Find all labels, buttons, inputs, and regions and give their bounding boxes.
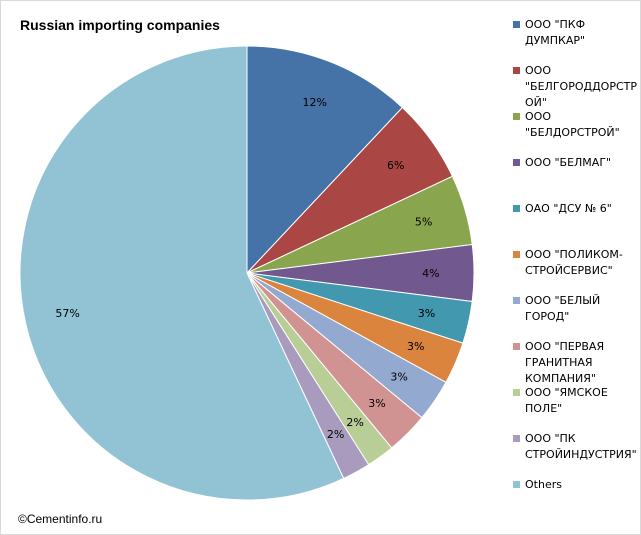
legend-swatch <box>513 67 520 74</box>
copyright-text: ©Cementinfo.ru <box>18 512 103 526</box>
pie-slice-1 <box>246 45 404 275</box>
legend-label: ООО "БЕЛДОРСТРОЙ" <box>525 110 620 139</box>
legend-label: ООО "ЯМСКОЕ ПОЛЕ" <box>525 386 608 415</box>
pie-slice-11 <box>19 45 345 501</box>
chart-title: Russian importing companies <box>20 17 220 33</box>
slice-data-label: 6% <box>387 159 404 172</box>
slice-data-label: 3% <box>368 397 385 410</box>
legend-swatch <box>513 205 520 212</box>
slice-data-label: 5% <box>415 216 432 229</box>
legend-swatch <box>513 113 520 120</box>
slice-data-label: 2% <box>346 416 363 429</box>
legend-label: ООО "БЕЛГОРОДДОРСТР ОЙ" <box>525 64 637 109</box>
legend-label: ООО "ПОЛИКОМ- СТРОЙСЕРВИС" <box>525 248 623 277</box>
slice-data-label: 57% <box>55 307 79 320</box>
legend-label: ООО "БЕЛМАГ" <box>525 156 612 169</box>
legend-swatch <box>513 159 520 166</box>
legend-swatch <box>513 435 520 442</box>
legend-swatch <box>513 343 520 350</box>
legend-label: Others <box>525 478 562 491</box>
legend-label: ООО "ПК СТРОЙИНДУСТРИЯ" <box>525 432 637 461</box>
legend-label: ООО "ПЕРВАЯ ГРАНИТНАЯ КОМПАНИЯ" <box>525 340 605 385</box>
slice-data-label: 3% <box>390 370 407 383</box>
legend-swatch <box>513 297 520 304</box>
legend-label: ООО "БЕЛЫЙ ГОРОД" <box>525 294 601 323</box>
slice-data-label: 4% <box>422 267 439 280</box>
legend-swatch <box>513 389 520 396</box>
legend-label: ООО "ПКФ ДУМПКАР" <box>525 18 586 47</box>
legend: ООО "ПКФ ДУМПКАР" ООО "БЕЛГОРОДДОРСТР ОЙ"… <box>513 1 638 534</box>
slice-data-label: 2% <box>327 428 344 441</box>
legend-swatch <box>513 481 520 488</box>
legend-swatch <box>513 251 520 258</box>
legend-swatch <box>513 21 520 28</box>
slice-data-label: 3% <box>418 307 435 320</box>
legend-label: ОАО "ДСУ № 6" <box>525 202 612 215</box>
slice-data-label: 3% <box>407 340 424 353</box>
slice-data-label: 12% <box>302 96 326 109</box>
